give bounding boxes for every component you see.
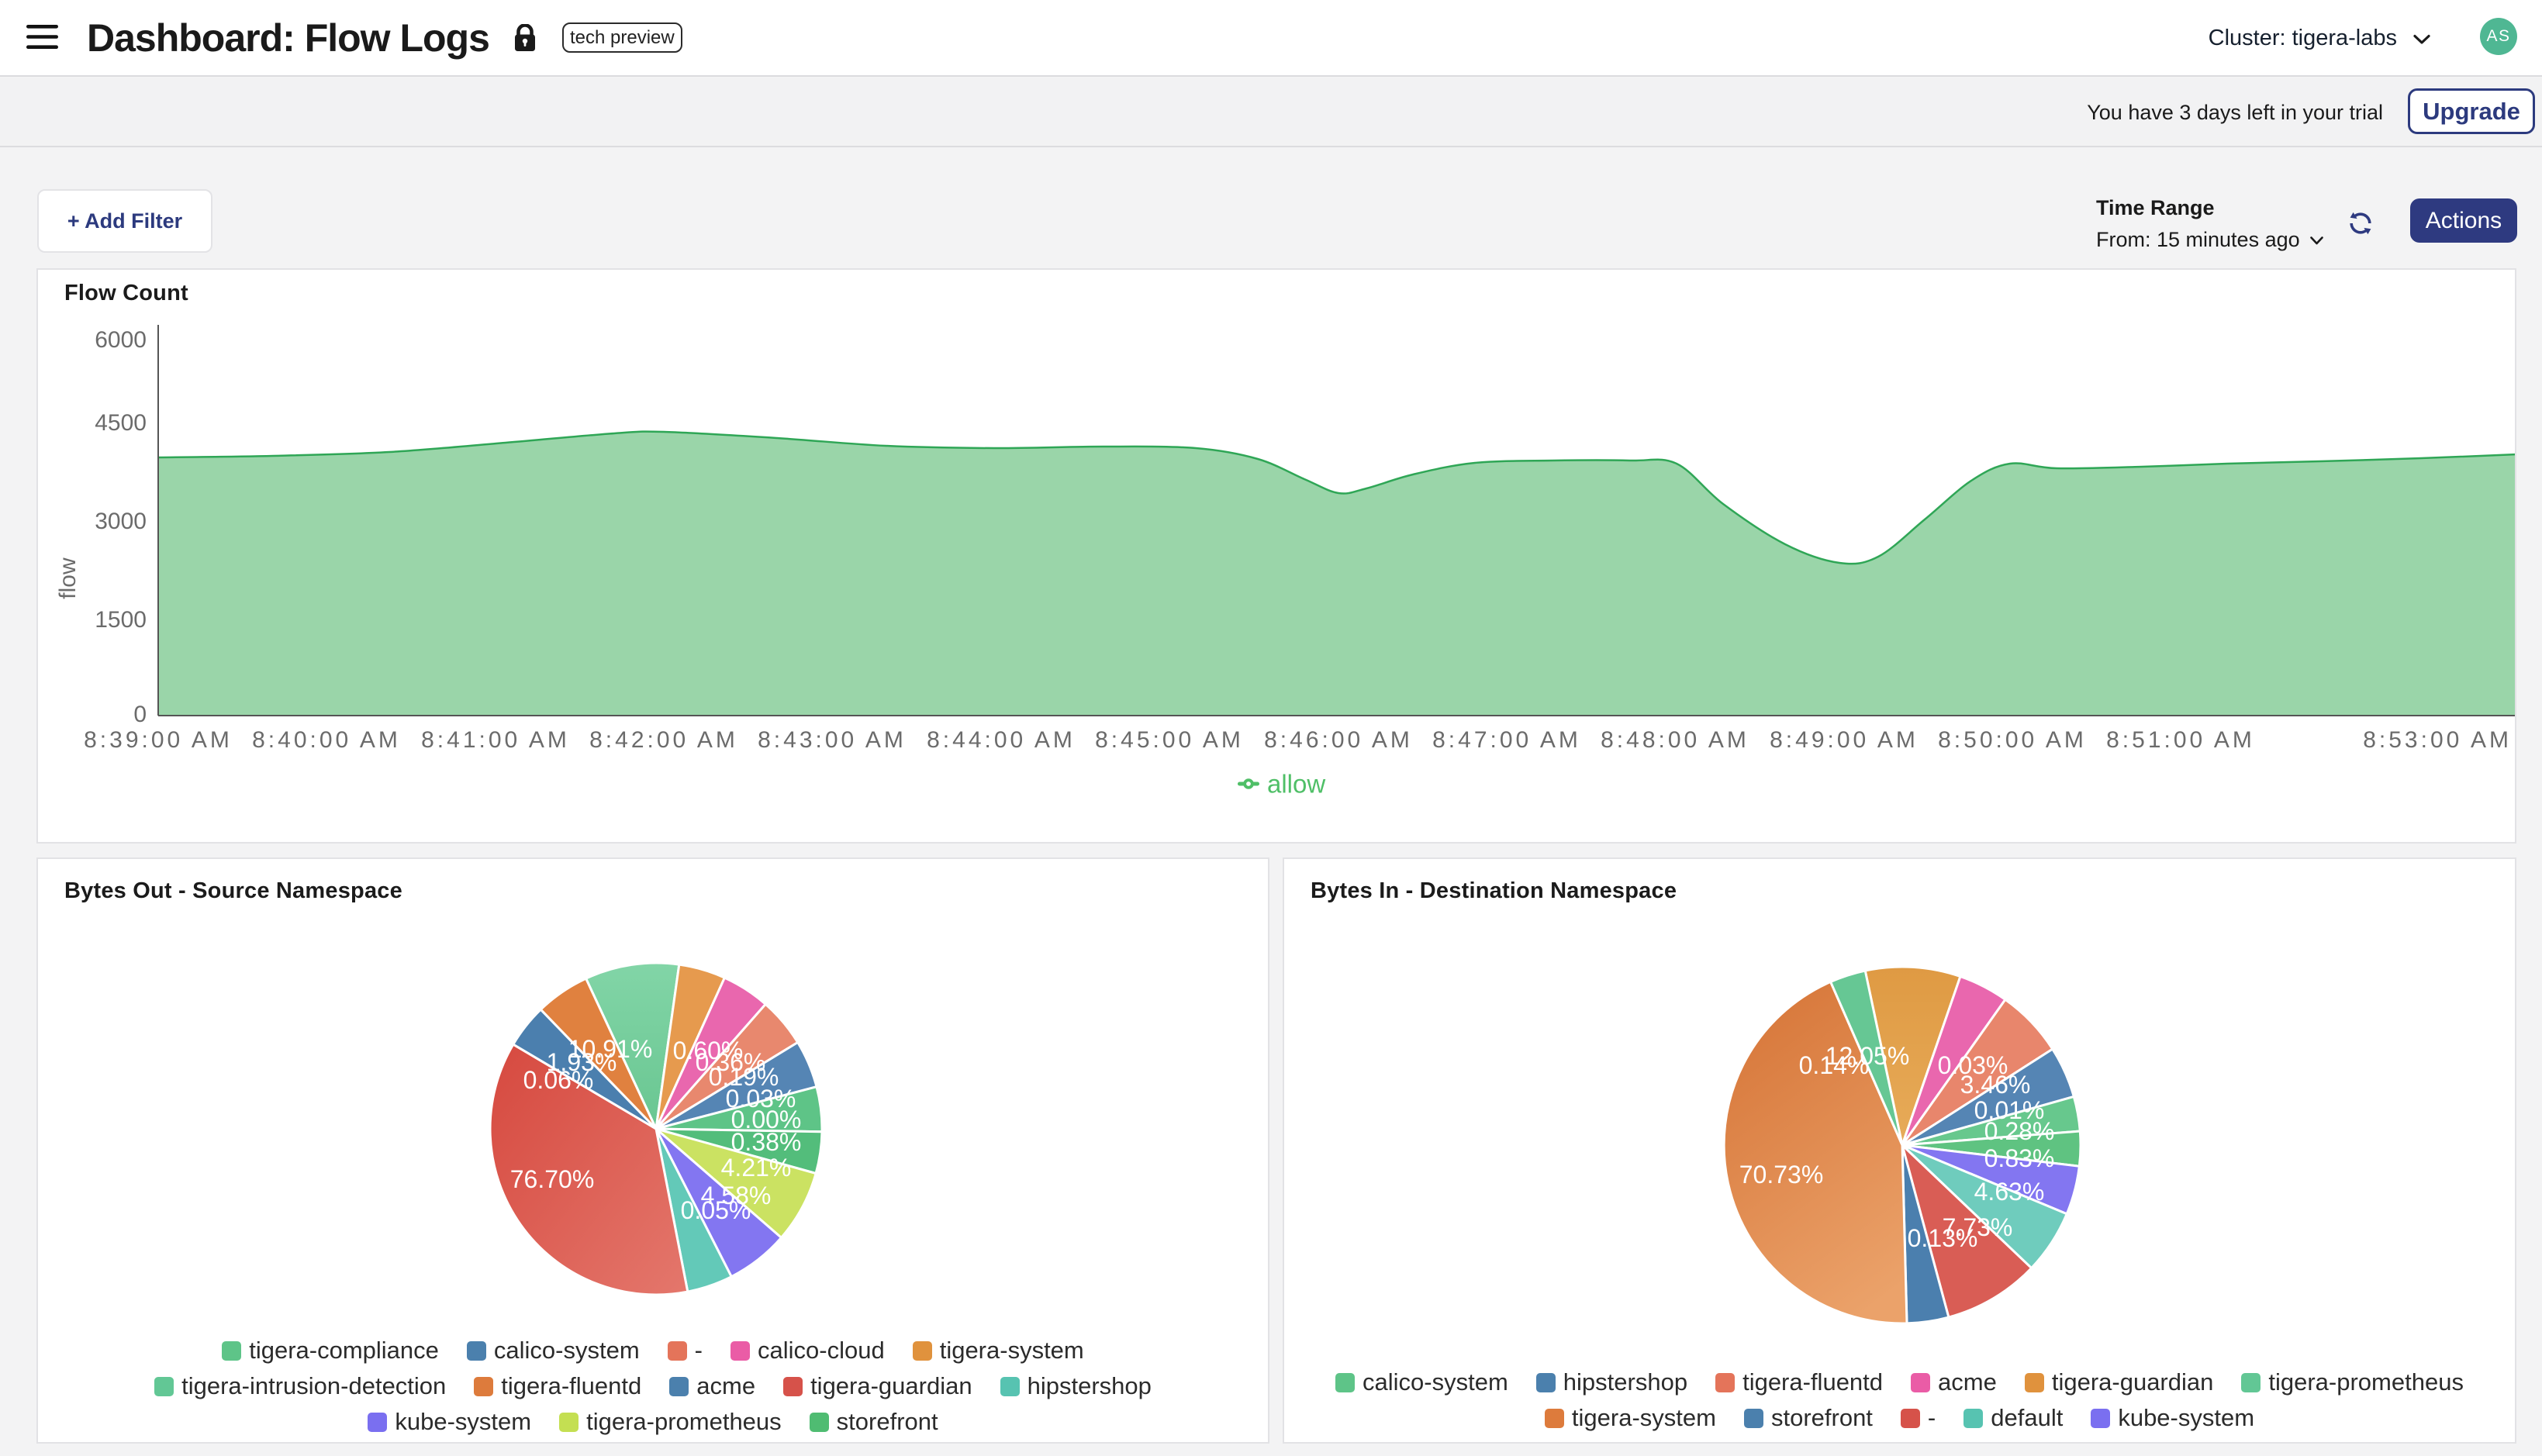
svg-text:0.19%: 0.19% [709,1063,779,1091]
svg-text:0.05%: 0.05% [681,1196,751,1224]
svg-text:allow: allow [1267,770,1325,799]
svg-text:0.60%: 0.60% [673,1037,744,1064]
svg-text:76.70%: 76.70% [510,1165,595,1193]
svg-text:3.46%: 3.46% [1960,1071,2031,1099]
svg-text:8:44:00 AM: 8:44:00 AM [927,727,1076,753]
svg-text:0.03%: 0.03% [726,1085,796,1113]
svg-text:4.63%: 4.63% [1974,1178,2045,1206]
svg-text:4.21%: 4.21% [721,1154,792,1182]
svg-text:12.05%: 12.05% [1825,1042,1910,1070]
svg-text:8:43:00 AM: 8:43:00 AM [758,727,907,753]
svg-text:8:47:00 AM: 8:47:00 AM [1432,727,1581,753]
svg-text:0.36%: 0.36% [696,1048,766,1076]
svg-text:8:41:00 AM: 8:41:00 AM [421,727,570,753]
svg-text:1.93%: 1.93% [547,1048,617,1076]
svg-text:0: 0 [133,702,147,727]
svg-text:4.58%: 4.58% [701,1182,772,1209]
svg-text:70.73%: 70.73% [1739,1161,1824,1189]
svg-text:8:42:00 AM: 8:42:00 AM [589,727,738,753]
svg-text:0.38%: 0.38% [731,1128,802,1156]
svg-text:3000: 3000 [95,509,147,534]
svg-text:4500: 4500 [95,410,147,436]
svg-text:8:48:00 AM: 8:48:00 AM [1601,727,1749,753]
svg-text:8:53:00 AM: 8:53:00 AM [2363,727,2512,753]
svg-text:8:51:00 AM: 8:51:00 AM [2106,727,2255,753]
svg-text:8:50:00 AM: 8:50:00 AM [1938,727,2087,753]
svg-text:8:45:00 AM: 8:45:00 AM [1095,727,1244,753]
svg-text:0.00%: 0.00% [731,1106,802,1133]
svg-text:0.13%: 0.13% [1908,1224,1978,1252]
svg-text:8:40:00 AM: 8:40:00 AM [252,727,401,753]
svg-text:1500: 1500 [95,607,147,633]
svg-text:flow: flow [55,557,81,599]
svg-text:0.01%: 0.01% [1974,1096,2045,1124]
svg-text:7.73%: 7.73% [1943,1213,2013,1241]
svg-text:6000: 6000 [95,327,147,353]
svg-text:0.14%: 0.14% [1799,1051,1870,1079]
svg-text:0.03%: 0.03% [1938,1051,2008,1079]
svg-text:8:39:00 AM: 8:39:00 AM [84,727,233,753]
svg-text:8:46:00 AM: 8:46:00 AM [1264,727,1413,753]
svg-text:0.28%: 0.28% [1984,1117,2055,1145]
svg-text:8:49:00 AM: 8:49:00 AM [1770,727,1919,753]
svg-text:0.06%: 0.06% [523,1066,594,1094]
svg-text:10.91%: 10.91% [568,1035,653,1063]
svg-text:0.83%: 0.83% [1984,1144,2055,1172]
